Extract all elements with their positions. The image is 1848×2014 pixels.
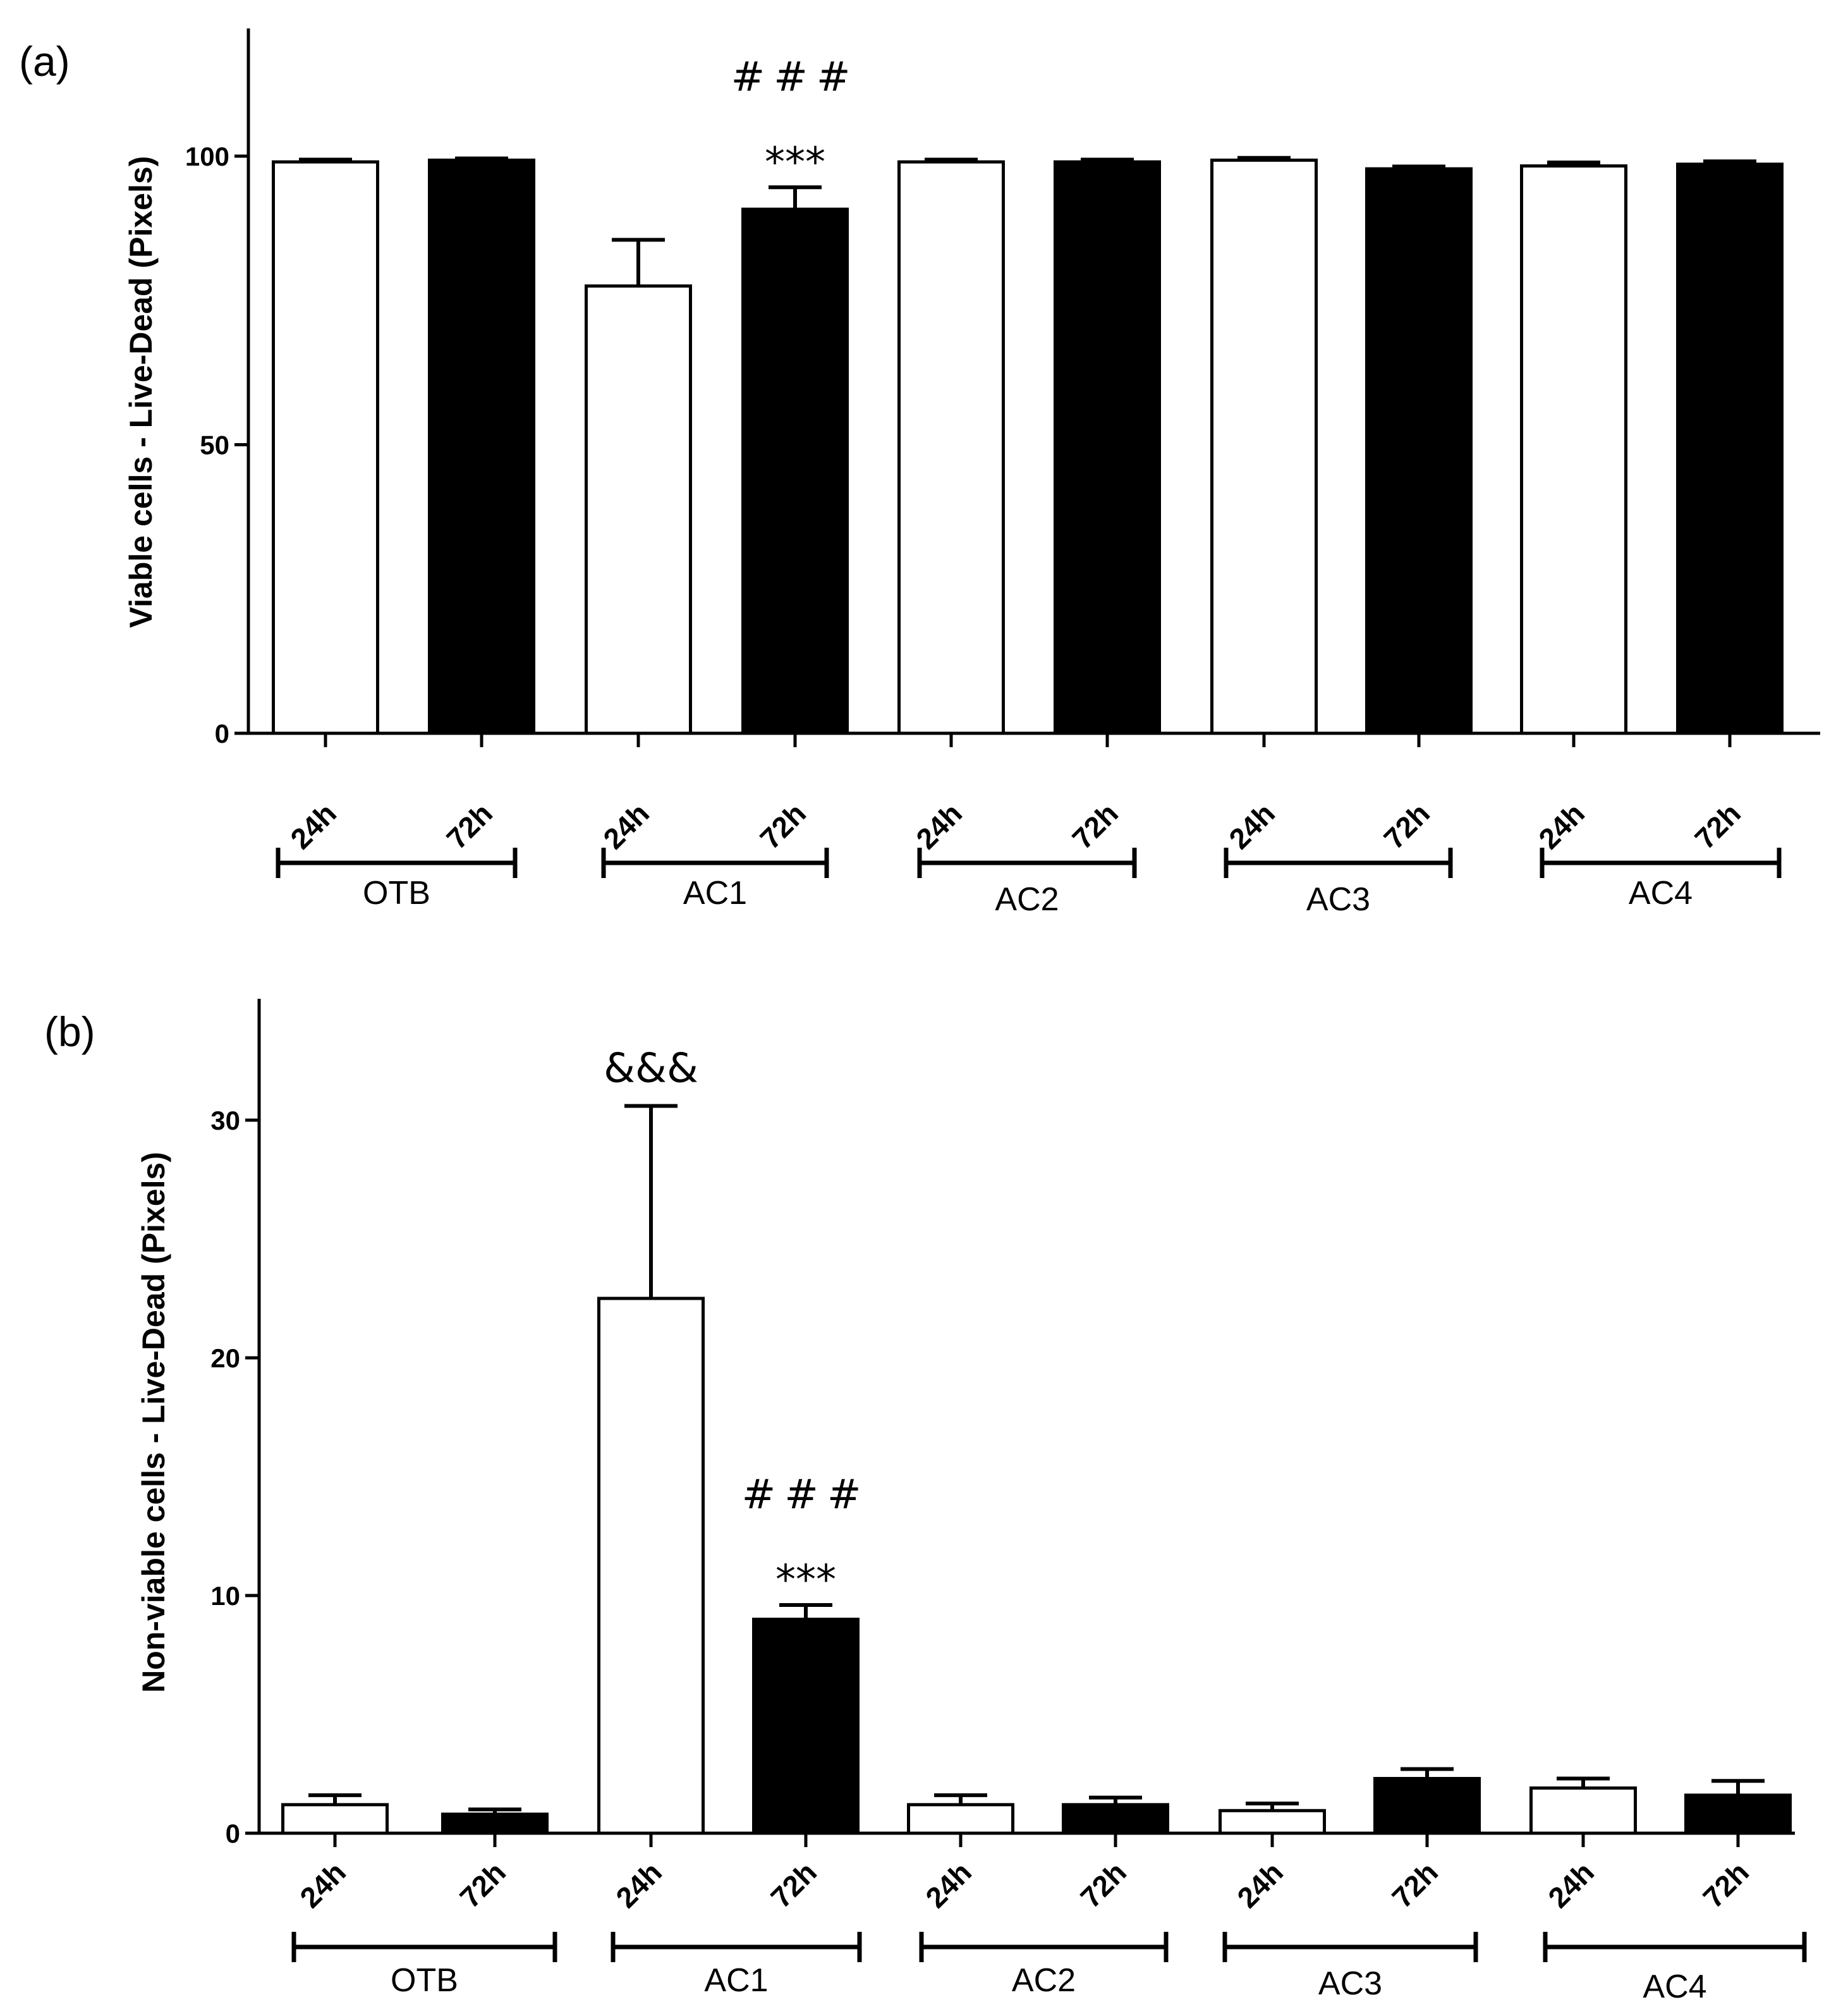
panel-b-bar-ac1-24h <box>597 1297 705 1835</box>
panel-b-category-label: 24h <box>609 1855 668 1914</box>
panel-b-group-label-otb: OTB <box>391 1962 458 1999</box>
panel-a-y-tick-label: 50 <box>200 430 229 460</box>
panel-a-y-tick-label: 0 <box>215 719 229 748</box>
panel-b-y-tick-label: 0 <box>226 1819 240 1848</box>
panel-b-category-label: 24h <box>293 1855 352 1914</box>
panel-b-group-label-ac1: AC1 <box>704 1962 768 1999</box>
panel-b-axes <box>257 999 1795 1835</box>
panel-b-bar-ac3-72h <box>1373 1777 1481 1835</box>
panel-b-bar-otb-24h <box>281 1803 389 1835</box>
panel-b-label: (b) <box>44 1008 95 1055</box>
panel-b-bar-ac2-24h <box>907 1803 1014 1835</box>
panel-b-y-tick-label: 30 <box>210 1106 240 1135</box>
panel-a-significance-marker: *** <box>765 139 825 186</box>
panel-a-category-labels: 24h 72h 24h 72h 24h 72h 24h 72h 24h 72h <box>284 796 1747 855</box>
panel-a-annotations: *** ### <box>731 54 860 186</box>
panel-a-category-label: 24h <box>597 796 655 855</box>
panel-a-bars <box>272 158 1784 735</box>
panel-b-group-label-ac4: AC4 <box>1643 1968 1706 2005</box>
panel-a-label: (a) <box>19 38 70 85</box>
panel-a-bar-otb-24h <box>272 160 379 735</box>
panel-a-bar-ac2-24h <box>897 160 1005 735</box>
panel-a-chart: (a) Viable cells - Live-Dead (Pixels) 0 5… <box>19 28 1820 918</box>
panel-a-group-label-ac4: AC4 <box>1629 875 1693 912</box>
panel-b-category-label: 72h <box>453 1855 512 1914</box>
panel-b-significance-marker: &&& <box>604 1045 698 1092</box>
panel-a-bar-ac2-72h <box>1054 160 1161 735</box>
panel-a-category-label: 24h <box>909 796 968 855</box>
panel-a-group-label-otb: OTB <box>363 875 430 912</box>
panel-b-group-label-ac3: AC3 <box>1318 1965 1382 2002</box>
panel-a-category-label: 24h <box>1532 796 1591 855</box>
panel-a-category-label: 24h <box>1222 796 1281 855</box>
panel-b-bar-ac4-72h <box>1684 1793 1792 1835</box>
panel-a-bar-ac3-72h <box>1365 167 1473 735</box>
panel-a-tick-labels: 0 50 100 <box>185 142 1732 748</box>
panel-a-bar-ac3-24h <box>1210 158 1318 735</box>
panel-b-group-label-ac2: AC2 <box>1012 1962 1076 1999</box>
panel-a-y-axis-title: Viable cells - Live-Dead (Pixels) <box>123 156 159 628</box>
panel-b-category-label: 72h <box>1074 1855 1133 1914</box>
panel-b-significance-marker: *** <box>775 1557 836 1604</box>
panel-b-y-tick-label: 20 <box>210 1343 240 1373</box>
panel-b-category-label: 72h <box>1385 1855 1444 1914</box>
panel-a-group-label-ac2: AC2 <box>995 881 1059 918</box>
panel-a-bar-ac1-24h <box>585 284 692 735</box>
panel-a-significance-marker: ### <box>731 54 860 101</box>
panel-b-category-label: 24h <box>1541 1855 1600 1914</box>
panel-a-error-bars <box>299 156 1756 286</box>
panel-b-annotations: &&& *** ### <box>604 1045 870 1604</box>
panel-b-y-axis-title: Non-viable cells - Live-Dead (Pixels) <box>136 1152 171 1693</box>
panel-a-bar-ac4-24h <box>1520 164 1627 735</box>
panel-b-error-bars <box>308 1104 1765 1814</box>
panel-a-category-label: 72h <box>440 796 499 855</box>
panel-a-category-label: 72h <box>1377 796 1436 855</box>
panel-b-category-label: 24h <box>919 1855 978 1914</box>
panel-a-category-label: 72h <box>753 796 812 855</box>
panel-a-group-label-ac1: AC1 <box>683 875 747 912</box>
panel-a-bar-otb-72h <box>428 158 535 735</box>
panel-a-category-label: 72h <box>1066 796 1124 855</box>
panel-b-chart: (b) Non-viable cells - Live-Dead (Pixels… <box>44 999 1807 2005</box>
panel-b-significance-marker: ### <box>742 1472 870 1518</box>
panel-b-category-labels: 24h 72h 24h 72h 24h 72h 24h 72h 24h 72h <box>293 1855 1755 1914</box>
panel-b-category-label: 24h <box>1231 1855 1289 1914</box>
panel-b-y-tick-label: 10 <box>210 1581 240 1611</box>
panel-b-category-label: 72h <box>764 1855 823 1914</box>
panel-a-group-brackets: OTB AC1 AC2 AC3 AC4 <box>276 848 1782 918</box>
panel-a-bar-ac1-72h <box>741 207 849 735</box>
panel-a-group-label-ac3: AC3 <box>1306 881 1370 918</box>
panel-b-bar-ac3-24h <box>1219 1809 1326 1835</box>
panel-b-category-label: 72h <box>1696 1855 1755 1914</box>
panel-b-bar-otb-72h <box>441 1812 549 1835</box>
panel-a-y-tick-label: 100 <box>185 142 229 171</box>
panel-b-bar-ac1-72h <box>752 1618 860 1835</box>
panel-b-bar-ac4-24h <box>1529 1786 1637 1835</box>
panel-a-category-label: 24h <box>284 796 343 855</box>
panel-b-bar-ac2-72h <box>1062 1803 1169 1835</box>
panel-b-tick-labels: 0 10 20 30 <box>210 1106 1740 1848</box>
panel-a-bar-ac4-72h <box>1676 162 1784 735</box>
panel-a-category-label: 72h <box>1688 796 1747 855</box>
panel-b-bars <box>281 1297 1792 1835</box>
panel-b-group-brackets: OTB AC1 AC2 AC3 AC4 <box>291 1932 1807 2005</box>
